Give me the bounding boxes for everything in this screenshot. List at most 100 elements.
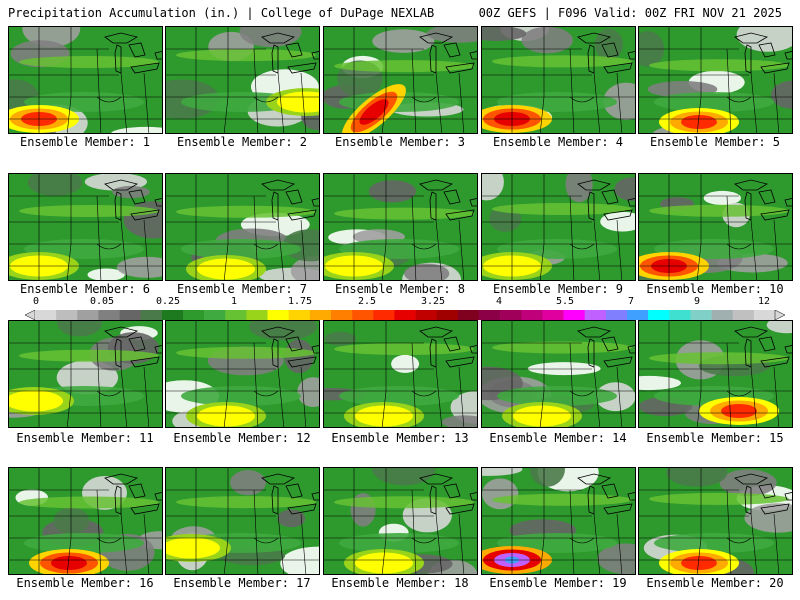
colorbar-segment [542,310,564,320]
ensemble-map-panel [323,467,478,575]
ensemble-member-label: Ensemble Member: 3 [334,135,466,149]
colorbar-segment [246,310,268,320]
precip-map [324,27,477,133]
ensemble-member-label: Ensemble Member: 8 [334,282,466,296]
precip-map [166,27,319,133]
ensemble-member-label: Ensemble Member: 20 [646,576,784,590]
ensemble-map-panel [165,26,320,134]
precip-map [166,321,319,427]
colorbar-segment [288,310,311,320]
colorbar-segment [140,310,163,320]
ensemble-map-panel [323,320,478,428]
colorbar-segment [753,310,776,320]
ensemble-map-panel [323,173,478,281]
ensemble-member-label: Ensemble Member: 14 [489,431,627,445]
colorbar-segment [648,310,670,320]
ensemble-member-label: Ensemble Member: 9 [492,282,624,296]
colorbar-segment [225,310,247,320]
precip-map [9,174,162,280]
ensemble-member-label: Ensemble Member: 13 [331,431,469,445]
precip-map [639,27,792,133]
colorbar-segment [732,310,755,320]
ensemble-map-panel [638,173,793,281]
colorbar-tick-label: 0 [32,296,40,307]
colorbar-tick-label: 3.25 [420,296,446,307]
ensemble-map-panel [481,467,636,575]
colorbar-right-arrow [774,310,785,320]
colorbar-tick-label: 0.25 [155,296,181,307]
colorbar-tick-label: 0.05 [89,296,115,307]
ensemble-member-label: Ensemble Member: 17 [173,576,311,590]
ensemble-map-panel [638,320,793,428]
precip-map [482,27,635,133]
ensemble-map-panel [165,320,320,428]
colorbar [25,310,785,320]
precip-map [9,27,162,133]
ensemble-map-panel [323,26,478,134]
colorbar-segment [627,310,649,320]
ensemble-member-label: Ensemble Member: 5 [649,135,781,149]
ensemble-member-label: Ensemble Member: 1 [19,135,151,149]
colorbar-segment [394,310,416,320]
colorbar-segment [267,310,290,320]
precip-map [9,468,162,574]
colorbar-segment [119,310,142,320]
header-title: Precipitation Accumulation (in.) | Colle… [8,6,435,20]
colorbar-tick-label: 9 [693,296,701,307]
colorbar-segment [457,310,480,320]
ensemble-map-panel [165,467,320,575]
colorbar-tick-label: 2.5 [357,296,377,307]
colorbar-segment [77,310,99,320]
ensemble-member-label: Ensemble Member: 7 [176,282,308,296]
ensemble-member-label: Ensemble Member: 10 [646,282,784,296]
precip-map [639,321,792,427]
ensemble-map-panel [8,173,163,281]
colorbar-segment [98,310,120,320]
ensemble-member-label: Ensemble Member: 12 [173,431,311,445]
colorbar-segment [669,310,691,320]
colorbar-tick-label: 5.5 [555,296,575,307]
ensemble-member-label: Ensemble Member: 4 [492,135,624,149]
precip-map [482,174,635,280]
ensemble-member-label: Ensemble Member: 15 [646,431,784,445]
colorbar-segment [56,310,78,320]
header-valid-time: 00Z GEFS | F096 Valid: 00Z FRI NOV 21 20… [478,6,782,20]
colorbar-segment [605,310,628,320]
precip-map [324,174,477,280]
precip-map [166,174,319,280]
colorbar-left-arrow [25,310,36,320]
precip-map [166,468,319,574]
colorbar-segment [436,310,459,320]
ensemble-member-label: Ensemble Member: 18 [331,576,469,590]
colorbar-segment [35,310,57,320]
colorbar-segment [479,310,501,320]
colorbar-tick-label: 1.75 [287,296,313,307]
precip-map [9,321,162,427]
colorbar-segment [183,310,205,320]
colorbar-segment [584,310,607,320]
colorbar-segment [373,310,395,320]
ensemble-member-label: Ensemble Member: 11 [16,431,154,445]
precip-map [639,174,792,280]
colorbar-segment [352,310,374,320]
colorbar-segment [521,310,543,320]
precip-map [639,468,792,574]
ensemble-map-panel [481,26,636,134]
precip-map [482,468,635,574]
colorbar-segment [415,310,438,320]
colorbar-tick-label: 1 [230,296,238,307]
colorbar-segment [563,310,586,320]
colorbar-segment [309,310,332,320]
colorbar-segment [711,310,734,320]
precip-map [324,468,477,574]
ensemble-map-panel [481,320,636,428]
ensemble-member-label: Ensemble Member: 19 [489,576,627,590]
precip-map [482,321,635,427]
ensemble-map-panel [481,173,636,281]
colorbar-tick-label: 12 [757,296,771,307]
ensemble-map-panel [165,173,320,281]
colorbar-tick-label: 4 [495,296,503,307]
precip-map [324,321,477,427]
ensemble-map-panel [638,26,793,134]
ensemble-map-panel [8,26,163,134]
